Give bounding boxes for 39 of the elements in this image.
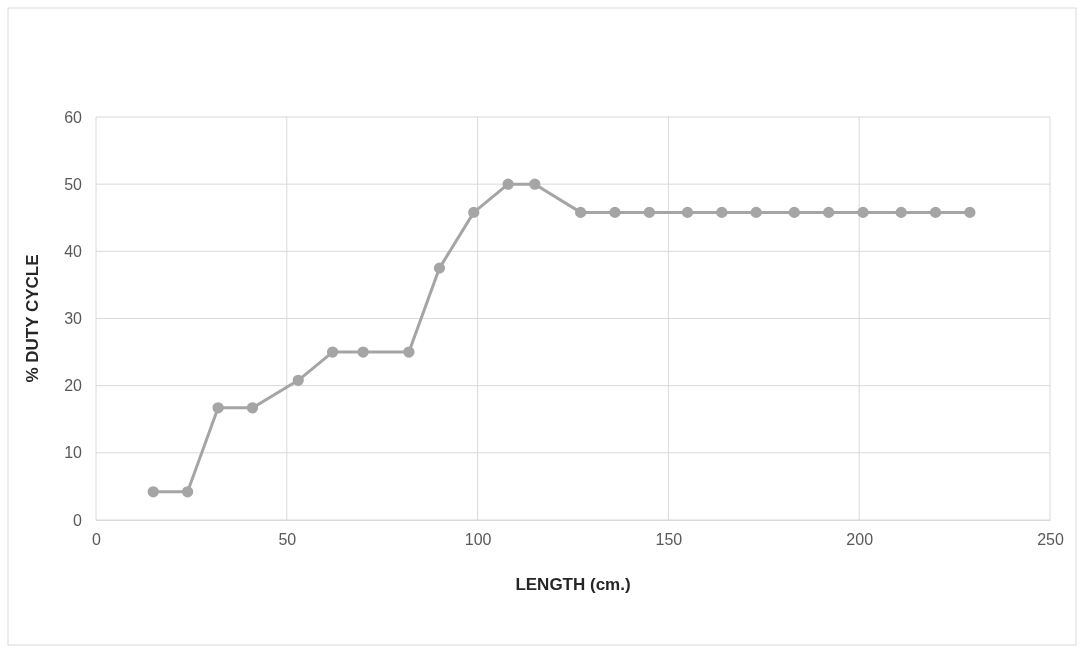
point — [823, 206, 835, 219]
y-tick-label: 50 — [64, 175, 83, 193]
y-axis-title: % DUTY CYCLE — [23, 254, 42, 383]
point — [529, 178, 541, 190]
point — [326, 346, 339, 358]
point — [895, 206, 907, 219]
point — [964, 206, 976, 219]
y-tick-label: 30 — [64, 310, 83, 328]
point — [292, 374, 304, 386]
x-tick-label: 150 — [655, 531, 683, 549]
x-tick-label: 0 — [92, 531, 102, 549]
point — [403, 346, 415, 358]
y-tick-label: 0 — [73, 511, 83, 529]
point — [357, 346, 369, 358]
point — [433, 262, 446, 274]
point — [857, 206, 869, 219]
point — [716, 206, 728, 219]
point — [788, 206, 800, 219]
point — [181, 486, 194, 498]
x-tick-label: 50 — [278, 531, 297, 549]
y-tick-label: 20 — [64, 377, 83, 395]
x-tick-label: 250 — [1037, 531, 1064, 549]
point — [681, 206, 694, 219]
point — [502, 178, 514, 190]
y-tick-label: 10 — [64, 444, 83, 462]
point — [643, 206, 655, 219]
point — [929, 206, 942, 219]
x-tick-label: 200 — [846, 531, 874, 549]
point — [246, 402, 259, 414]
point — [212, 402, 224, 414]
point — [750, 206, 762, 219]
x-tick-label: 100 — [464, 531, 492, 549]
x-axis-title: LENGTH (cm.) — [515, 575, 631, 594]
point — [147, 486, 159, 498]
point — [574, 206, 587, 219]
point — [609, 206, 621, 219]
y-tick-label: 40 — [64, 242, 83, 260]
y-tick-label: 60 — [64, 108, 83, 126]
point — [468, 206, 480, 219]
